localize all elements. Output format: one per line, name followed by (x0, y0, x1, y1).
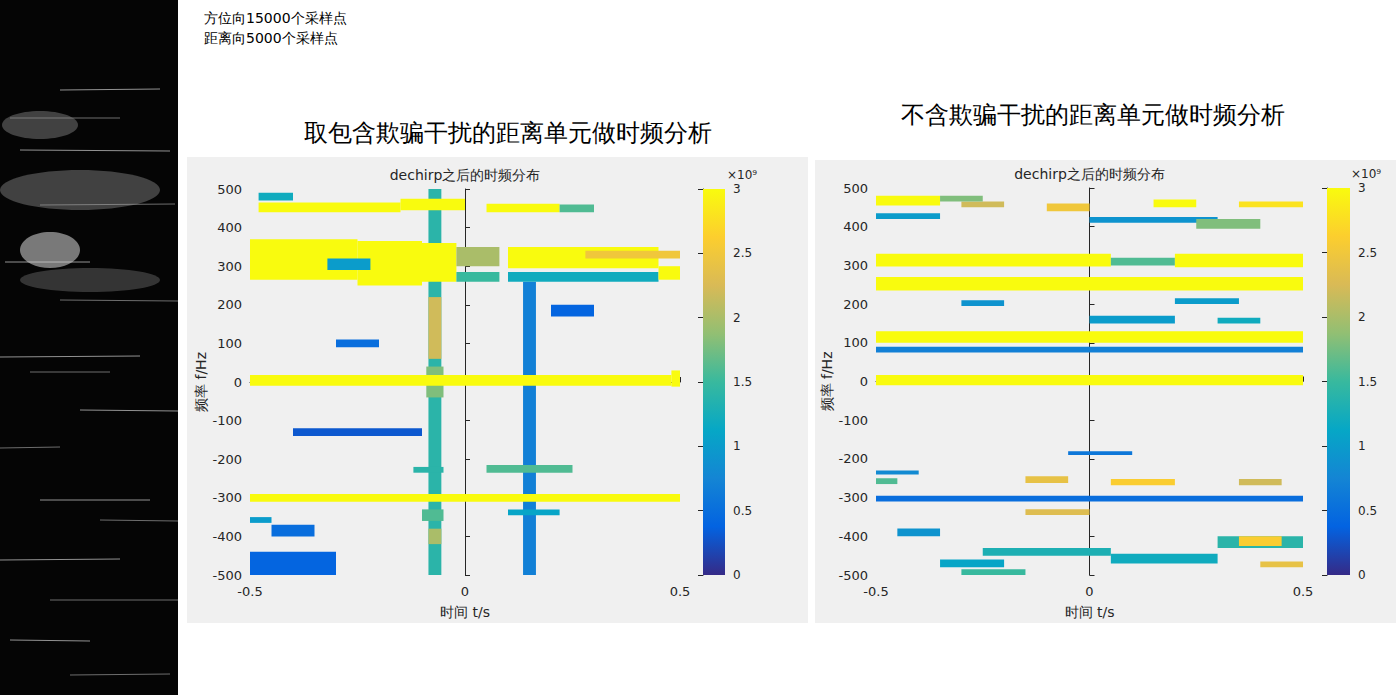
svg-text:300: 300 (217, 259, 242, 274)
svg-text:100: 100 (843, 335, 868, 350)
svg-text:2: 2 (733, 311, 741, 325)
svg-text:-0.5: -0.5 (863, 584, 888, 599)
svg-text:1: 1 (1358, 439, 1366, 453)
svg-text:dechirp之后的时频分布: dechirp之后的时频分布 (1014, 166, 1165, 182)
svg-text:时间 t/s: 时间 t/s (1065, 604, 1115, 620)
svg-text:0.5: 0.5 (1358, 504, 1377, 518)
svg-text:×10⁹: ×10⁹ (1351, 167, 1381, 181)
svg-text:-100: -100 (838, 413, 868, 428)
svg-text:频率 f/Hz: 频率 f/Hz (819, 352, 835, 412)
svg-text:500: 500 (217, 182, 242, 197)
svg-text:-500: -500 (212, 568, 242, 583)
svg-text:500: 500 (843, 181, 868, 196)
svg-text:频率 f/Hz: 频率 f/Hz (193, 352, 209, 412)
svg-text:-200: -200 (838, 451, 868, 466)
svg-text:-0.5: -0.5 (237, 584, 262, 599)
svg-text:2.5: 2.5 (733, 246, 752, 260)
svg-text:×10⁹: ×10⁹ (727, 168, 757, 182)
svg-text:1.5: 1.5 (1358, 375, 1377, 389)
svg-text:400: 400 (843, 219, 868, 234)
svg-text:方位向15000个采样点: 方位向15000个采样点 (204, 10, 347, 26)
svg-text:取包含欺骗干扰的距离单元做时频分析: 取包含欺骗干扰的距离单元做时频分析 (304, 119, 712, 147)
svg-text:0.5: 0.5 (733, 504, 752, 518)
svg-text:0: 0 (1085, 584, 1093, 599)
svg-text:300: 300 (843, 258, 868, 273)
svg-text:0: 0 (1358, 568, 1366, 582)
svg-text:200: 200 (843, 297, 868, 312)
svg-text:-100: -100 (212, 413, 242, 428)
svg-text:0: 0 (733, 568, 741, 582)
svg-text:100: 100 (217, 336, 242, 351)
svg-text:0: 0 (461, 584, 469, 599)
svg-text:3: 3 (1358, 181, 1366, 195)
svg-text:0: 0 (234, 375, 242, 390)
svg-text:0: 0 (860, 374, 868, 389)
svg-text:1.5: 1.5 (733, 375, 752, 389)
svg-text:距离向5000个采样点: 距离向5000个采样点 (204, 30, 338, 46)
svg-text:2.5: 2.5 (1358, 246, 1377, 260)
svg-text:0.5: 0.5 (670, 584, 691, 599)
svg-text:-300: -300 (838, 490, 868, 505)
svg-text:-200: -200 (212, 452, 242, 467)
svg-text:200: 200 (217, 297, 242, 312)
svg-text:1: 1 (733, 439, 741, 453)
svg-text:0.5: 0.5 (1293, 584, 1314, 599)
svg-text:-400: -400 (838, 529, 868, 544)
svg-text:dechirp之后的时频分布: dechirp之后的时频分布 (390, 167, 541, 183)
svg-text:-400: -400 (212, 529, 242, 544)
svg-text:400: 400 (217, 220, 242, 235)
svg-text:-500: -500 (838, 568, 868, 583)
svg-text:3: 3 (733, 182, 741, 196)
svg-text:时间 t/s: 时间 t/s (440, 604, 490, 620)
svg-text:不含欺骗干扰的距离单元做时频分析: 不含欺骗干扰的距离单元做时频分析 (901, 101, 1285, 129)
svg-text:-300: -300 (212, 490, 242, 505)
svg-text:2: 2 (1358, 310, 1366, 324)
